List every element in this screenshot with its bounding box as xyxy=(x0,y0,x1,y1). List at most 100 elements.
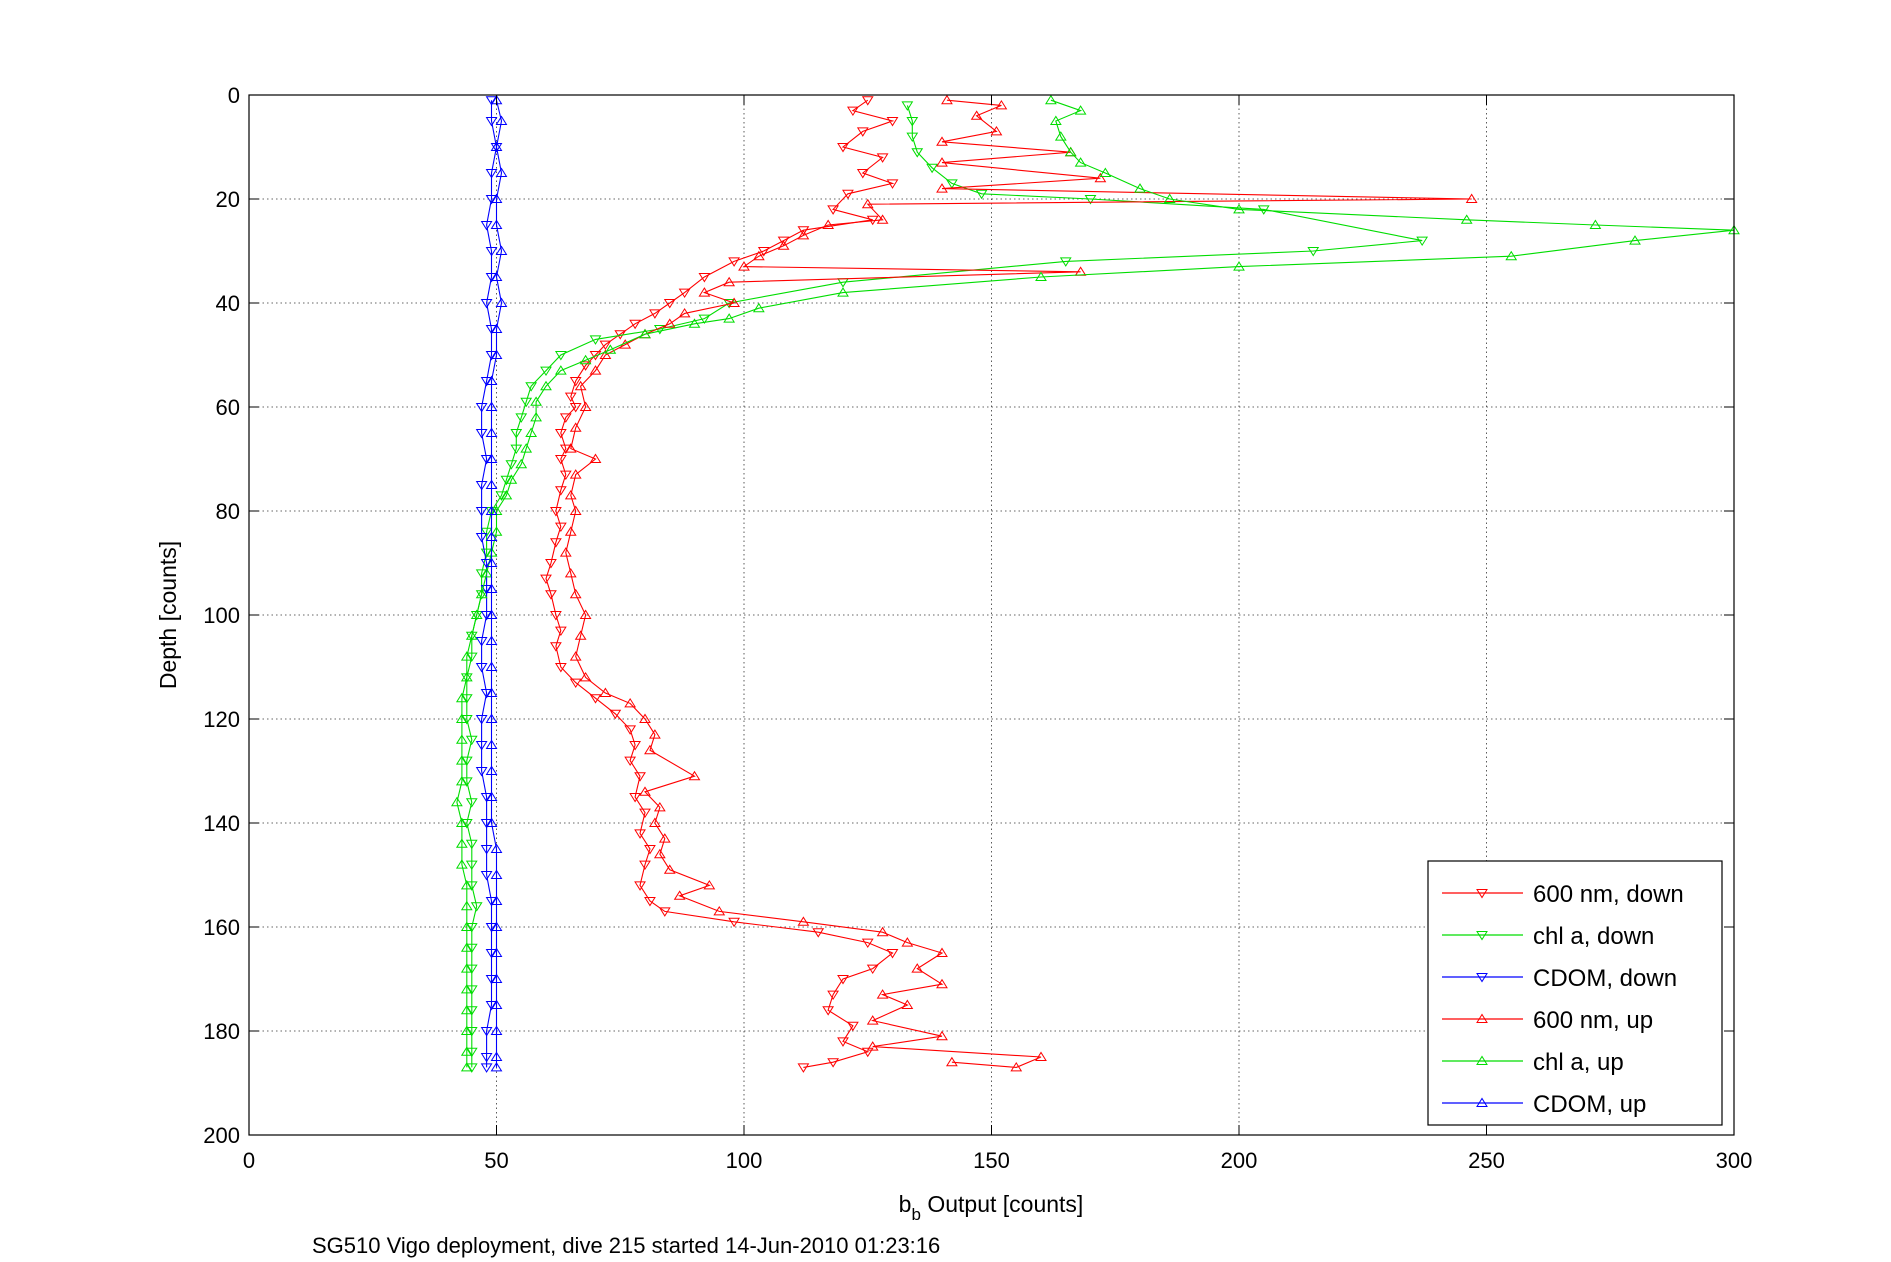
data-point xyxy=(549,611,562,621)
data-point xyxy=(480,299,493,309)
data-point xyxy=(569,678,582,689)
data-point xyxy=(564,489,577,500)
data-point xyxy=(738,261,750,271)
data-point xyxy=(475,533,488,543)
data-point xyxy=(876,214,889,224)
data-point xyxy=(460,819,473,829)
x-tick-label: 150 xyxy=(973,1148,1010,1173)
data-point xyxy=(554,351,567,361)
data-point xyxy=(574,630,587,640)
data-point xyxy=(480,845,493,855)
data-point xyxy=(480,819,493,829)
data-point xyxy=(876,926,889,937)
data-point xyxy=(644,744,656,755)
data-point xyxy=(460,1046,473,1056)
data-point xyxy=(460,942,473,952)
data-point xyxy=(465,630,478,640)
data-point xyxy=(460,715,473,725)
data-point xyxy=(886,117,899,127)
data-point xyxy=(450,796,463,807)
x-axis: 0 50 100 150 200 250 300 xyxy=(243,95,1752,1173)
data-point xyxy=(629,741,642,751)
legend-label: 600 nm, down xyxy=(1533,881,1684,908)
data-point xyxy=(465,964,478,975)
data-point xyxy=(579,401,592,411)
data-point xyxy=(609,709,622,720)
data-point xyxy=(554,429,567,439)
data-point xyxy=(465,1006,478,1016)
data-point xyxy=(663,318,676,328)
y-tick-label: 100 xyxy=(203,603,240,628)
data-point xyxy=(876,153,889,163)
data-point xyxy=(549,507,562,517)
data-point xyxy=(846,106,859,117)
data-point xyxy=(861,96,874,106)
y-tick-label: 40 xyxy=(216,291,240,316)
data-point xyxy=(475,481,488,491)
data-point xyxy=(490,895,503,905)
legend-marker xyxy=(1476,889,1488,899)
data-point xyxy=(941,94,953,105)
data-point xyxy=(861,1047,874,1058)
legend-entry: chl a, down xyxy=(1442,923,1654,950)
data-point xyxy=(579,609,592,619)
data-point xyxy=(485,427,498,437)
legend-marker xyxy=(1476,1055,1488,1065)
data-point xyxy=(554,522,567,533)
series-line xyxy=(456,99,1735,1068)
legend-label: CDOM, down xyxy=(1533,965,1677,992)
data-point xyxy=(480,1053,493,1063)
data-point xyxy=(926,163,939,174)
data-point xyxy=(698,287,711,297)
data-point xyxy=(911,148,924,158)
data-point xyxy=(1035,271,1047,281)
x-tick-label: 250 xyxy=(1468,1148,1505,1173)
data-point xyxy=(490,1025,503,1035)
data-point xyxy=(837,1037,849,1047)
legend-entry: 600 nm, down xyxy=(1442,881,1684,908)
legend: 600 nm, down chl a, down CDOM, down 600 nm,… xyxy=(1427,860,1723,1126)
data-point xyxy=(465,798,478,808)
data-point xyxy=(797,226,810,236)
data-point xyxy=(475,767,488,777)
data-point xyxy=(485,817,498,827)
data-point xyxy=(545,559,557,569)
data-point xyxy=(629,793,642,803)
data-point xyxy=(475,507,488,517)
data-point xyxy=(470,902,483,912)
data-point xyxy=(485,739,498,749)
data-point xyxy=(480,567,493,578)
data-point xyxy=(579,361,592,371)
data-point xyxy=(866,1041,879,1051)
data-point xyxy=(1035,1051,1047,1061)
data-point xyxy=(1505,250,1518,261)
data-point xyxy=(599,340,612,351)
data-point xyxy=(906,132,919,143)
data-point xyxy=(485,609,498,619)
data-point xyxy=(866,1015,879,1025)
data-point xyxy=(1233,203,1245,214)
data-point xyxy=(1084,195,1097,205)
data-point xyxy=(648,817,661,827)
data-point xyxy=(490,143,503,153)
data-point xyxy=(475,663,488,673)
data-point xyxy=(624,756,637,767)
data-point xyxy=(1465,193,1478,203)
data-point xyxy=(455,713,468,723)
data-point xyxy=(861,938,874,949)
data-point xyxy=(1074,157,1087,167)
legend-entry: chl a, up xyxy=(1442,1049,1624,1076)
data-point xyxy=(757,247,770,257)
data-point xyxy=(639,713,651,723)
data-point xyxy=(490,271,503,281)
data-point xyxy=(1163,193,1176,203)
data-point xyxy=(525,382,538,392)
data-point xyxy=(653,848,666,859)
data-point xyxy=(460,694,473,704)
data-point xyxy=(485,923,498,933)
data-point xyxy=(540,380,552,391)
data-point xyxy=(545,590,557,600)
legend-marker xyxy=(1476,931,1488,941)
data-point xyxy=(827,205,840,215)
data-point xyxy=(460,651,473,661)
